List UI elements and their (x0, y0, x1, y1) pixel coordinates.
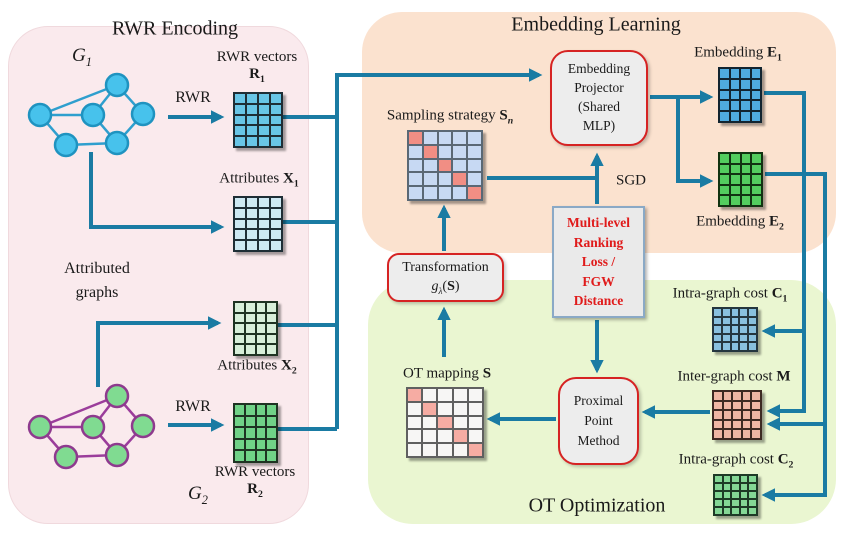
proximal-point-method-box: Proximal Point Method (558, 377, 639, 465)
matrix-ot-mapping-s (406, 387, 484, 458)
matrix-intra-graph-cost-c2 (713, 474, 758, 516)
matrix-embedding-e2 (718, 152, 763, 207)
label-rwr-vectors-r2: RWR vectors R2 (214, 463, 296, 500)
transformation-formula: gλ(S) (431, 278, 460, 296)
label-embedding-e1: Embedding E1 (694, 44, 782, 64)
ot-optimization-title: OT Optimization (528, 494, 666, 517)
matrix-embedding-e1 (718, 67, 762, 123)
rwr-encoding-title: RWR Encoding (111, 17, 239, 40)
matrix-attributes-x2 (233, 301, 278, 356)
label-rwr-bottom: RWR (175, 397, 211, 415)
matrix-intra-graph-cost-c1 (712, 307, 758, 352)
label-attributed-graphs: Attributed graphs (64, 260, 130, 301)
label-inter-graph-cost-m: Inter-graph cost M (677, 368, 791, 385)
matrix-rwr-vectors-r2 (233, 403, 278, 463)
matrix-attributes-x1 (233, 196, 283, 252)
transformation-box-title: Transformation (402, 260, 489, 276)
multilevel-ranking-loss-box: Multi-level Ranking Loss / FGW Distance (552, 206, 645, 318)
label-attributes-x2: Attributes X2 (217, 357, 297, 377)
label-graph-g1: G1 (72, 45, 92, 69)
label-sampling-strategy: Sampling strategy Sn (386, 107, 514, 127)
transformation-box: Transformation gλ(S) (387, 253, 504, 302)
embedding-projector-box: Embedding Projector (Shared MLP) (550, 50, 648, 146)
label-embedding-e2: Embedding E2 (696, 213, 784, 233)
label-graph-g2: G2 (188, 483, 208, 507)
matrix-rwr-vectors-r1 (233, 92, 283, 148)
matrix-inter-graph-cost-m (712, 390, 762, 440)
label-rwr-vectors-r1: RWR vectors R1 (216, 48, 298, 85)
label-intra-graph-cost-c1: Intra-graph cost C1 (672, 285, 788, 305)
label-ot-mapping-s: OT mapping S (402, 365, 492, 382)
label-intra-graph-cost-c2: Intra-graph cost C2 (678, 451, 794, 471)
label-attributes-x1: Attributes X1 (219, 170, 299, 190)
matrix-sampling-strategy-sn (407, 130, 483, 201)
label-sgd: SGD (615, 172, 647, 189)
embedding-learning-title: Embedding Learning (511, 13, 681, 36)
label-rwr-top: RWR (175, 88, 211, 106)
